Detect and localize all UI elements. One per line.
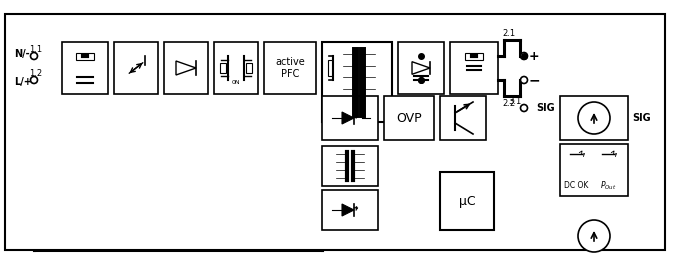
Bar bbox=[220, 63, 226, 73]
Text: SIG: SIG bbox=[632, 113, 650, 123]
Text: OVP: OVP bbox=[396, 111, 422, 125]
Bar bbox=[440, 172, 494, 230]
Bar bbox=[76, 52, 94, 60]
Circle shape bbox=[521, 77, 528, 84]
Bar bbox=[264, 42, 316, 94]
Bar bbox=[322, 42, 392, 122]
Text: DC OK: DC OK bbox=[564, 181, 588, 190]
Bar bbox=[440, 96, 486, 140]
Bar bbox=[328, 60, 332, 76]
Text: 0N: 0N bbox=[232, 79, 240, 85]
Bar bbox=[465, 52, 483, 60]
Text: 3.1: 3.1 bbox=[508, 98, 522, 107]
Text: −: − bbox=[528, 73, 540, 87]
Bar bbox=[214, 42, 258, 94]
Text: L/+: L/+ bbox=[14, 77, 32, 87]
Circle shape bbox=[31, 52, 38, 60]
Text: 2.2: 2.2 bbox=[502, 99, 515, 108]
Circle shape bbox=[578, 102, 610, 134]
Bar bbox=[62, 42, 108, 94]
Text: $P_{Out}$: $P_{Out}$ bbox=[600, 180, 616, 192]
Text: N/-: N/- bbox=[14, 49, 29, 59]
Bar bbox=[246, 63, 252, 73]
Text: active
PFC: active PFC bbox=[275, 57, 305, 79]
Text: 1.2: 1.2 bbox=[29, 69, 43, 77]
Polygon shape bbox=[342, 204, 354, 216]
Bar bbox=[560, 144, 628, 196]
Bar bbox=[322, 190, 378, 230]
Bar bbox=[164, 42, 208, 94]
Bar bbox=[322, 146, 378, 186]
Polygon shape bbox=[342, 112, 354, 124]
Bar bbox=[322, 96, 378, 140]
Text: 1.1: 1.1 bbox=[29, 44, 43, 53]
Bar bbox=[384, 96, 434, 140]
Bar bbox=[560, 96, 628, 140]
Text: 2.1: 2.1 bbox=[502, 28, 515, 37]
Text: +: + bbox=[528, 50, 539, 62]
Bar bbox=[450, 42, 498, 94]
Circle shape bbox=[578, 220, 610, 252]
Text: μC: μC bbox=[458, 195, 475, 207]
Circle shape bbox=[521, 104, 528, 111]
Circle shape bbox=[521, 52, 528, 60]
Bar bbox=[114, 42, 158, 94]
Bar bbox=[398, 42, 444, 94]
Text: SIG: SIG bbox=[536, 103, 554, 113]
Circle shape bbox=[31, 77, 38, 84]
